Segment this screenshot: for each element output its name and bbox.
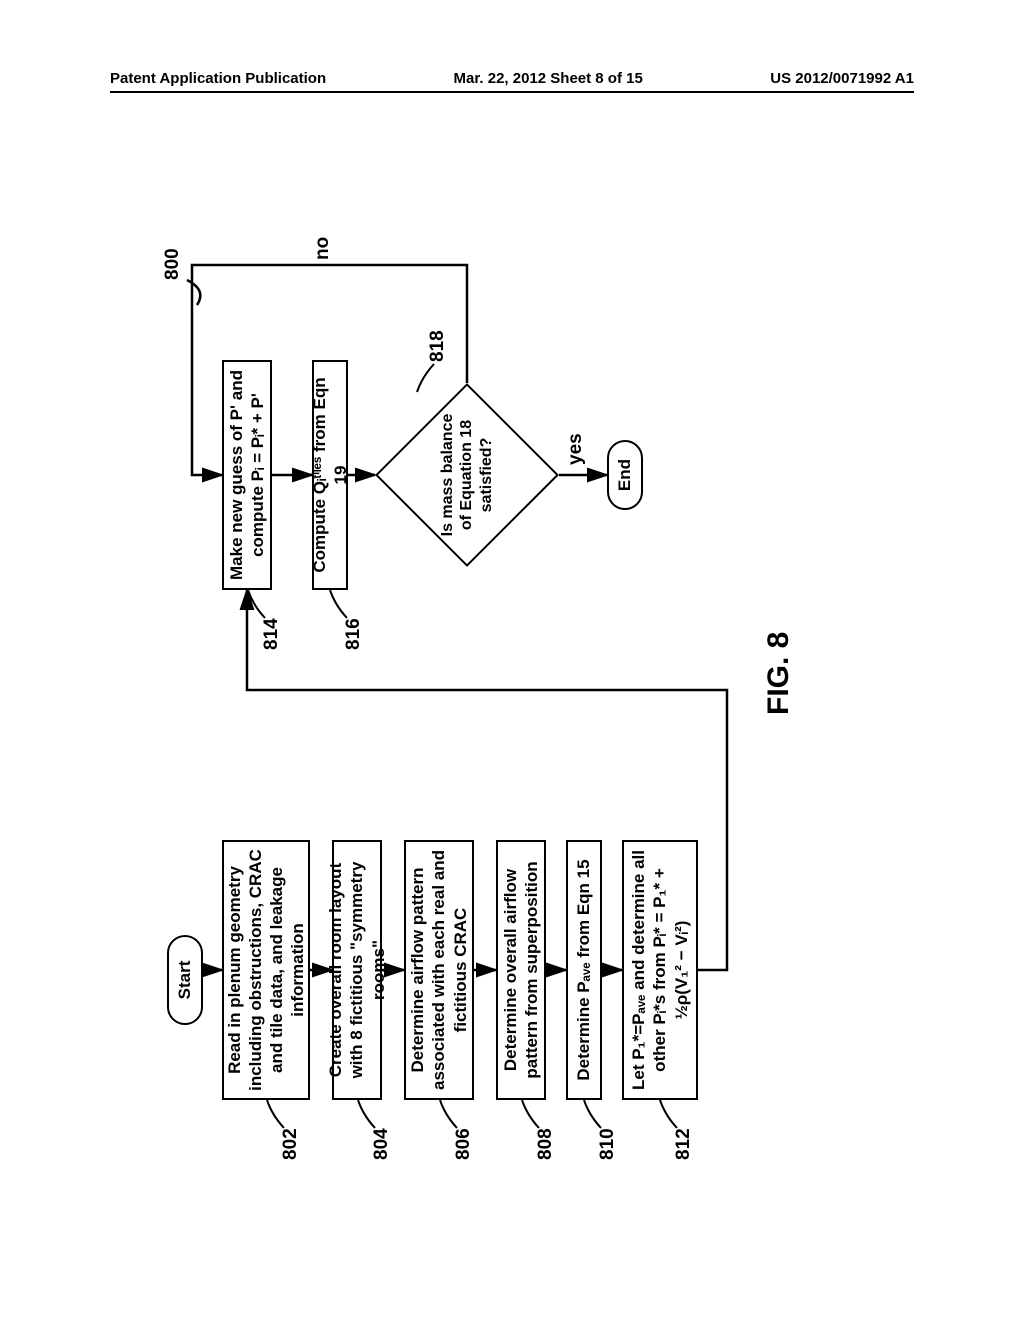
node-816-text: Compute Qᵢᵗⁱˡᵉˢ from Eqn 19 — [309, 368, 352, 582]
callout-816: 816 — [343, 618, 365, 650]
node-814: Make new guess of P' and compute Pᵢ = Pᵢ… — [222, 360, 272, 590]
node-812-text: Let P₁*=Pₐᵥₑ and determine all other Pᵢ*… — [628, 848, 692, 1092]
node-806-text: Determine airflow pattern associated wit… — [407, 848, 471, 1092]
node-808-text: Determine overall airflow pattern from s… — [500, 848, 543, 1092]
node-812: Let P₁*=Pₐᵥₑ and determine all other Pᵢ*… — [622, 840, 698, 1100]
callout-810: 810 — [597, 1128, 619, 1160]
decision-818: Is mass balance of Equation 18 satisfied… — [372, 380, 562, 570]
callout-812: 812 — [673, 1128, 695, 1160]
page-header: Patent Application Publication Mar. 22, … — [110, 70, 914, 93]
node-802: Read in plenum geometry including obstru… — [222, 840, 310, 1100]
page: Patent Application Publication Mar. 22, … — [0, 0, 1024, 1320]
no-label: no — [312, 237, 334, 260]
diagram-ref-800: 800 — [162, 248, 184, 280]
figure-caption: FIG. 8 — [762, 632, 796, 715]
callout-802: 802 — [280, 1128, 302, 1160]
callout-806: 806 — [453, 1128, 475, 1160]
node-808: Determine overall airflow pattern from s… — [496, 840, 546, 1100]
callout-814: 814 — [261, 618, 283, 650]
end-node: End — [607, 440, 643, 510]
node-806: Determine airflow pattern associated wit… — [404, 840, 474, 1100]
node-816: Compute Qᵢᵗⁱˡᵉˢ from Eqn 19 — [312, 360, 348, 590]
start-label: Start — [174, 961, 195, 1000]
callout-808: 808 — [535, 1128, 557, 1160]
header-center: Mar. 22, 2012 Sheet 8 of 15 — [454, 70, 643, 87]
node-810: Determine Pₐᵥₑ from Eqn 15 — [566, 840, 602, 1100]
node-802-text: Read in plenum geometry including obstru… — [224, 848, 309, 1092]
header-right: US 2012/0071992 A1 — [770, 70, 914, 87]
decision-818-text: Is mass balance of Equation 18 satisfied… — [438, 405, 496, 545]
node-804-text: Create overall room layout with 8 fictit… — [325, 848, 389, 1092]
yes-label: yes — [565, 433, 587, 465]
flowchart-diagram: Start Read in plenum geometry including … — [162, 110, 862, 1210]
callout-804: 804 — [371, 1128, 393, 1160]
end-label: End — [614, 459, 635, 491]
start-node: Start — [167, 935, 203, 1025]
node-810-text: Determine Pₐᵥₑ from Eqn 15 — [573, 859, 594, 1080]
callout-818: 818 — [427, 330, 449, 362]
node-814-text: Make new guess of P' and compute Pᵢ = Pᵢ… — [226, 368, 269, 582]
node-804: Create overall room layout with 8 fictit… — [332, 840, 382, 1100]
header-left: Patent Application Publication — [110, 70, 326, 87]
